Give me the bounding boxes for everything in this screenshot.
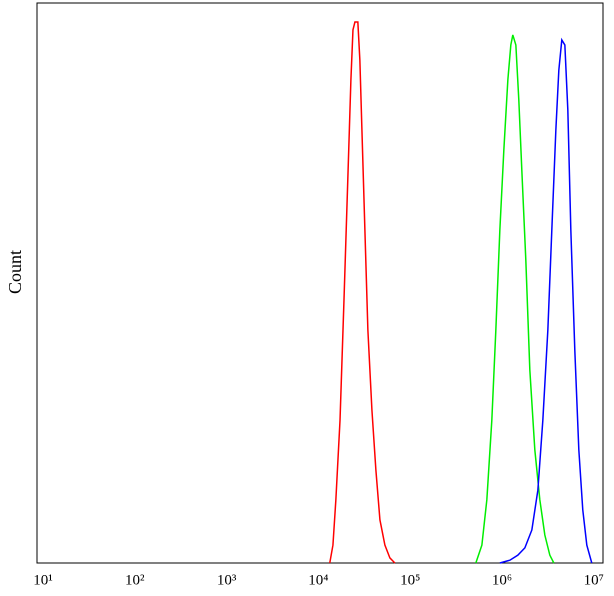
- x-tick-label: 10⁶: [492, 572, 512, 588]
- y-axis-label: Count: [5, 250, 25, 294]
- plot-frame: [36, 2, 604, 564]
- x-tick-label: 10³: [217, 572, 237, 588]
- x-tick-label: 10⁷: [584, 572, 604, 588]
- x-tick-label: 10¹: [33, 572, 53, 588]
- histogram-line: [329, 21, 396, 564]
- x-tick-label: 10⁴: [308, 572, 328, 588]
- x-tick-label: 10⁵: [400, 572, 420, 588]
- histogram-line: [475, 34, 555, 564]
- x-tick-label: 10²: [125, 572, 145, 588]
- histogram-line: [499, 37, 593, 564]
